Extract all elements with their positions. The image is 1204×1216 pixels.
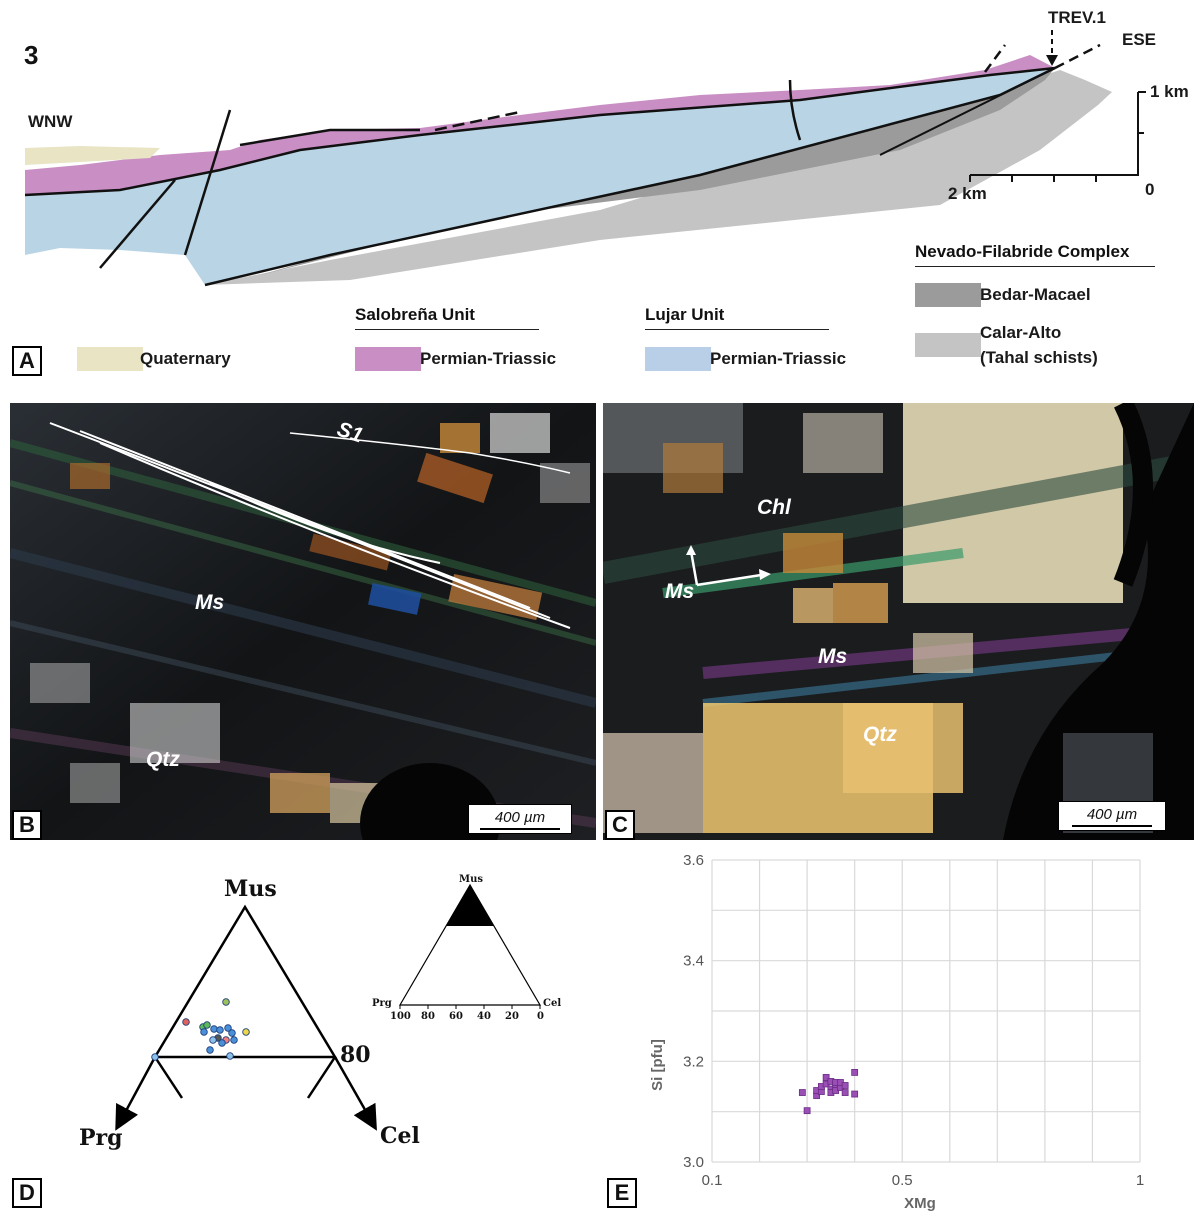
- legend-lujar-swatch: [645, 347, 711, 371]
- y-tick-label: 3.2: [683, 1053, 704, 1070]
- legend-salobrena-label: Permian-Triassic: [420, 349, 557, 368]
- bedar-macael-unit: [260, 68, 1055, 275]
- legend-lujar-label: Permian-Triassic: [710, 349, 847, 368]
- ternary-point: [242, 1028, 250, 1036]
- legend-salobrena-title: Salobreña Unit: [355, 305, 539, 330]
- inset-tick-0: 0: [537, 1011, 544, 1022]
- ternary-point: [203, 1021, 211, 1029]
- scale-bar-c: 400 µm: [1058, 801, 1166, 831]
- salobrena-unit: [25, 55, 1055, 195]
- scale-horizontal-label: 2 km: [948, 184, 987, 203]
- inset-vertex-mus: Mus: [459, 874, 483, 885]
- label-ms-c2: Ms: [818, 645, 848, 668]
- data-point: [841, 1082, 849, 1089]
- micrograph-b: S1 Ms Qtz 400 µm: [10, 403, 596, 840]
- scale-origin-label: 0: [1145, 180, 1155, 199]
- x-tick-label: 0.1: [702, 1172, 723, 1189]
- legend-calar-swatch: [915, 333, 981, 357]
- ternary-point: [226, 1052, 234, 1060]
- ternary-point: [222, 998, 230, 1006]
- x-axis-label: XMg: [904, 1195, 936, 1212]
- ternary-side-tick: 80: [340, 1042, 371, 1068]
- data-point: [822, 1074, 830, 1081]
- label-ms-c1: Ms: [665, 580, 695, 603]
- legend-quaternary-label: Quaternary: [140, 349, 231, 368]
- inset-vertex-prg: Prg: [372, 998, 392, 1009]
- panel-letter-d: D: [12, 1178, 42, 1208]
- ternary-point: [209, 1036, 217, 1044]
- ms-arrows: [686, 545, 771, 587]
- y-tick-label: 3.4: [683, 953, 704, 970]
- y-tick-label: 3.0: [683, 1154, 704, 1171]
- figure-number: 3: [24, 40, 39, 70]
- ternary-point: [218, 1039, 226, 1047]
- ternary-point: [206, 1046, 214, 1054]
- legend-bedar-label: Bedar-Macael: [980, 285, 1091, 304]
- legend-calar-label-2: (Tahal schists): [980, 348, 1098, 367]
- inset-vertex-cel: Cel: [543, 998, 562, 1009]
- inset-tick-80: 80: [421, 1011, 435, 1022]
- scale-bar-b-label: 400 µm: [494, 808, 546, 826]
- scale-bar-b: 400 µm: [468, 804, 572, 834]
- data-point: [851, 1090, 859, 1098]
- y-tick-label: 3.6: [683, 852, 704, 869]
- panel-letter-e: E: [607, 1178, 637, 1208]
- ternary-vertex-prg: Prg: [79, 1125, 123, 1151]
- geological-cross-section: [24, 30, 1146, 287]
- direction-wnw: WNW: [28, 112, 73, 131]
- scale-bar-c-label: 400 µm: [1086, 805, 1138, 823]
- y-axis-label: Si [pfu]: [649, 1039, 666, 1091]
- ternary-vertex-cel: Cel: [380, 1123, 420, 1149]
- label-chl: Chl: [757, 496, 791, 519]
- data-point: [803, 1107, 811, 1115]
- ternary-point: [200, 1028, 208, 1036]
- ternary-point: [216, 1026, 224, 1034]
- quaternary-unit: [25, 146, 160, 165]
- inset-tick-60: 60: [449, 1011, 463, 1022]
- direction-ese: ESE: [1122, 30, 1157, 49]
- inset-tick-20: 20: [505, 1011, 519, 1022]
- inset-tick-40: 40: [477, 1011, 491, 1022]
- ternary-point: [182, 1018, 190, 1026]
- micrograph-c: Chl Ms Ms Qtz 400 µm: [603, 403, 1194, 840]
- ternary-point: [230, 1036, 238, 1044]
- ternary-point: [228, 1029, 236, 1037]
- x-tick-label: 0.5: [892, 1172, 913, 1189]
- ternary-point: [210, 1025, 218, 1033]
- legend-bedar-swatch: [915, 283, 981, 307]
- scale-vertical-label: 1 km: [1150, 82, 1189, 101]
- legend-lujar-title: Lujar Unit: [645, 305, 829, 330]
- inset-tick-100: 100: [390, 1011, 411, 1022]
- scatter-chart: 3.0 3.2 3.4 3.6 0.1 0.5 1 XMg Si [pfu]: [649, 852, 1144, 1212]
- label-qtz-b: Qtz: [146, 748, 180, 771]
- lujar-unit: [25, 68, 1055, 285]
- legend-nevado-title: Nevado-Filabride Complex: [915, 242, 1155, 267]
- data-point: [851, 1069, 859, 1076]
- label-ms-b: Ms: [195, 591, 225, 614]
- ternary-point: [151, 1053, 159, 1061]
- panel-letter-a: A: [12, 346, 42, 376]
- data-point: [841, 1089, 849, 1096]
- label-qtz-c: Qtz: [863, 723, 897, 746]
- x-tick-label: 1: [1136, 1172, 1144, 1189]
- ternary-points: [151, 998, 250, 1061]
- ternary-vertex-mus: Mus: [224, 876, 277, 902]
- well-label: TREV.1: [1048, 8, 1106, 27]
- panel-letter-b: B: [12, 810, 42, 840]
- ternary-point: [224, 1024, 232, 1032]
- legend-salobrena-swatch: [355, 347, 421, 371]
- legend-quaternary-swatch: [77, 347, 143, 371]
- legend-calar-label-1: Calar-Alto: [980, 323, 1062, 342]
- panel-letter-c: C: [605, 810, 635, 840]
- ternary-diagram: [115, 883, 542, 1131]
- data-point: [798, 1089, 806, 1096]
